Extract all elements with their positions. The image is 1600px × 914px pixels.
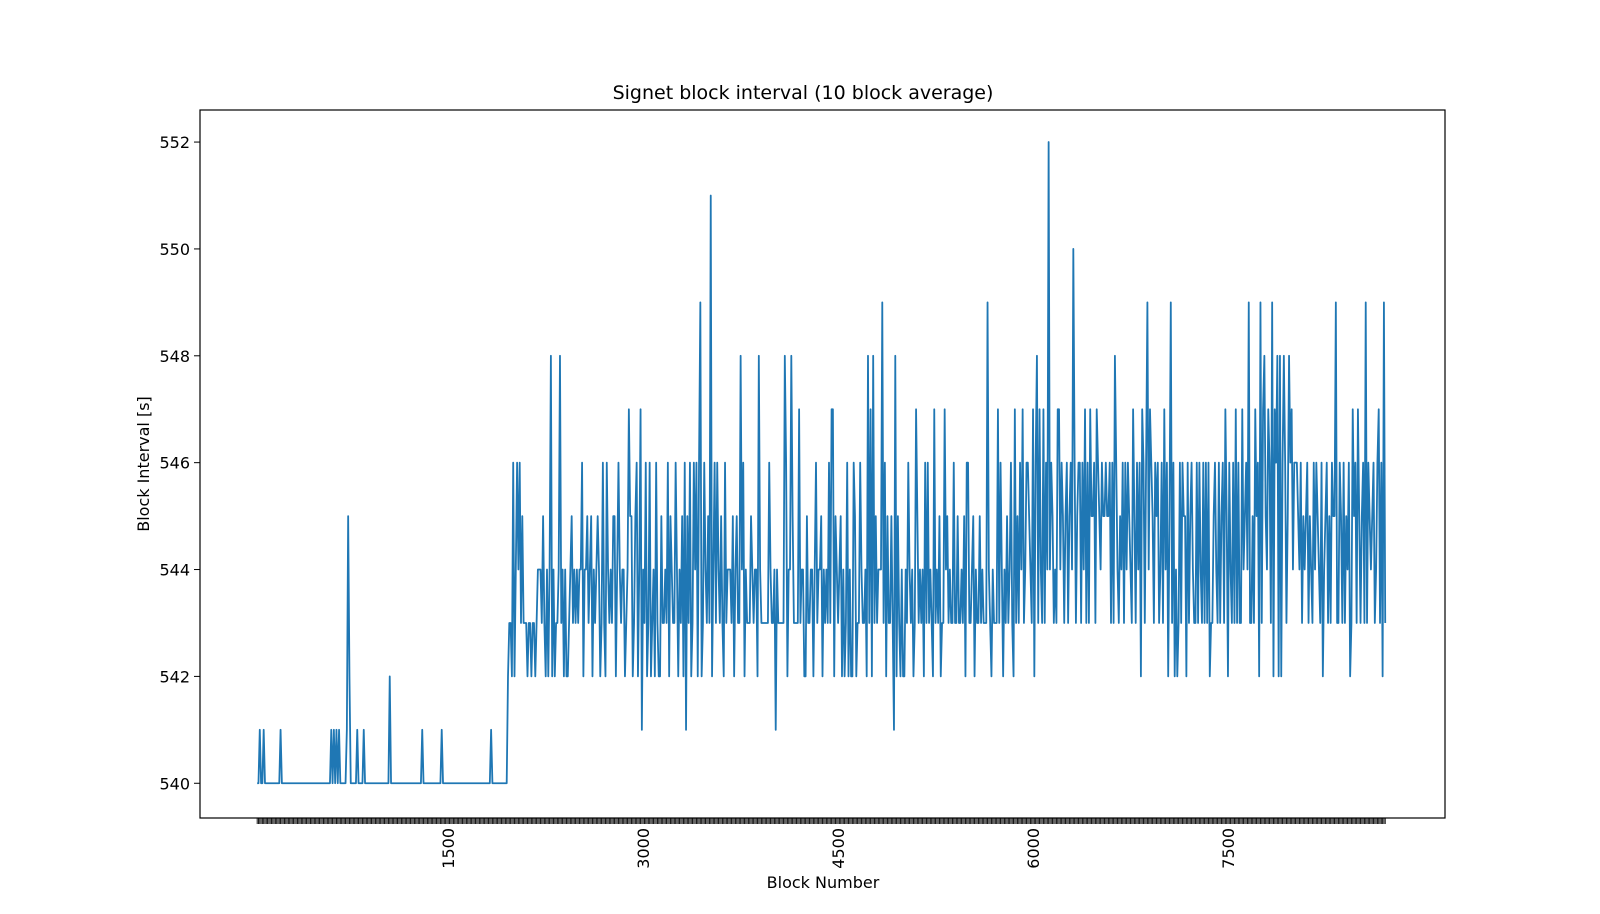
chart-marks xyxy=(257,141,1387,785)
x-tick-label: 1500 xyxy=(439,828,458,869)
x-tick-label: 6000 xyxy=(1024,828,1043,869)
x-axis-label: Block Number xyxy=(767,873,880,892)
y-axis-label: Block Interval [s] xyxy=(134,396,153,532)
y-tick-label: 548 xyxy=(159,347,190,366)
y-axis: 540 542 544 546 548 550 552 xyxy=(159,133,200,793)
y-tick-label: 546 xyxy=(159,454,190,473)
x-tick-label: 7500 xyxy=(1219,828,1238,869)
x-tick-label: 4500 xyxy=(829,828,848,869)
y-tick-label: 540 xyxy=(159,774,190,793)
x-minor-ticks xyxy=(256,818,1386,824)
chart-title: Signet block interval (10 block average) xyxy=(613,82,994,104)
y-tick-label: 552 xyxy=(159,133,190,152)
x-tick-label: 3000 xyxy=(634,828,653,869)
y-tick-label: 544 xyxy=(159,561,190,580)
y-tick-label: 550 xyxy=(159,240,190,259)
x-axis: 1500 3000 4500 6000 7500 xyxy=(256,818,1386,869)
y-tick-label: 542 xyxy=(159,667,190,686)
series-line xyxy=(257,141,1387,785)
